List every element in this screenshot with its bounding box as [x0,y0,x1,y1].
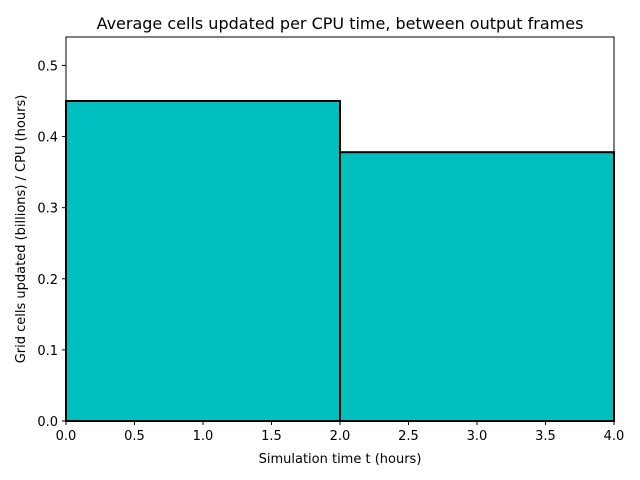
y-tick-label: 0.0 [37,415,58,430]
bar-1 [339,151,615,422]
bars-group [65,100,615,422]
x-tick-label: 3.0 [467,429,488,444]
x-tick-label: 1.0 [193,429,214,444]
y-tick-label: 0.4 [37,131,58,146]
bar-0 [65,100,341,422]
chart-title: Average cells updated per CPU time, betw… [97,14,584,33]
x-axis-label: Simulation time t (hours) [259,452,422,467]
x-tick-label: 1.5 [261,429,282,444]
x-tick-label: 2.0 [330,429,351,444]
y-tick-label: 0.5 [37,59,58,74]
x-tick-label: 0.5 [124,429,145,444]
ticks-group: 0.0 0.5 1.0 1.5 2.0 2.5 3.0 3.5 4.0 0.0 0.1 0.2 0.3 0… [37,59,624,444]
plot-frame [65,36,615,422]
y-tick-label: 0.2 [37,273,58,288]
x-tick-label: 3.5 [535,429,556,444]
x-tick-label: 2.5 [398,429,419,444]
y-tick-label: 0.1 [37,344,58,359]
y-axis-label: Grid cells updated (billions) / CPU (hou… [14,95,29,364]
x-tick-label: 4.0 [604,429,625,444]
y-tick-label: 0.3 [37,202,58,217]
x-tick-label: 0.0 [56,429,77,444]
